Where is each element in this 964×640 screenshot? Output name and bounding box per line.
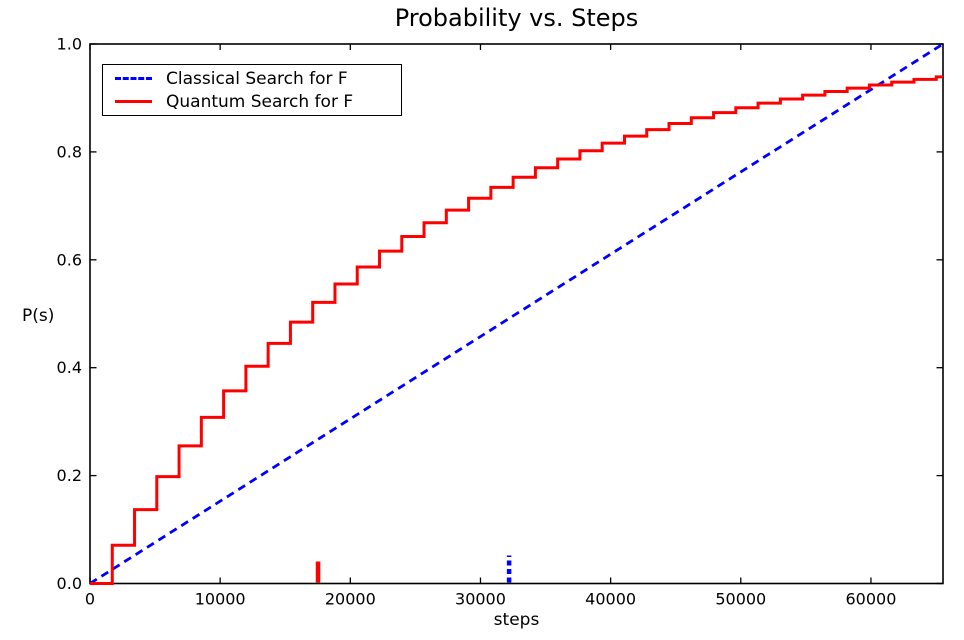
- legend-entry-classical: Classical Search for F: [115, 69, 401, 89]
- legend-line-sample-solid-icon: [115, 100, 152, 103]
- y-tick-label: 0.6: [57, 250, 82, 269]
- plot-border: [89, 43, 944, 585]
- x-axis-label: steps: [493, 610, 540, 630]
- legend-label-quantum: Quantum Search for F: [166, 91, 354, 112]
- legend-line-sample-dashed-icon: [115, 77, 152, 80]
- x-tick-label: 0: [85, 590, 95, 609]
- chart-title: Probability vs. Steps: [394, 4, 639, 32]
- y-tick-label: 1.0: [57, 35, 82, 54]
- y-tick-label: 0.8: [57, 142, 82, 161]
- x-tick-label: 60000: [845, 590, 896, 609]
- x-tick-label: 50000: [715, 590, 766, 609]
- legend-entry-quantum: Quantum Search for F: [115, 92, 401, 112]
- x-tick-label: 20000: [325, 590, 376, 609]
- y-tick-label: 0.2: [57, 466, 82, 485]
- y-axis-label: P(s): [22, 306, 55, 326]
- quantum-search-step-line: [90, 75, 943, 585]
- classical-search-line: [89, 42, 944, 585]
- legend: Classical Search for F Quantum Search fo…: [102, 64, 402, 116]
- y-tick-label: 0.4: [57, 358, 82, 377]
- x-tick-label: 10000: [195, 590, 246, 609]
- x-tick-label: 40000: [585, 590, 636, 609]
- legend-label-classical: Classical Search for F: [166, 68, 348, 89]
- x-tick-label: 30000: [455, 590, 506, 609]
- y-tick-label: 0.0: [57, 574, 82, 593]
